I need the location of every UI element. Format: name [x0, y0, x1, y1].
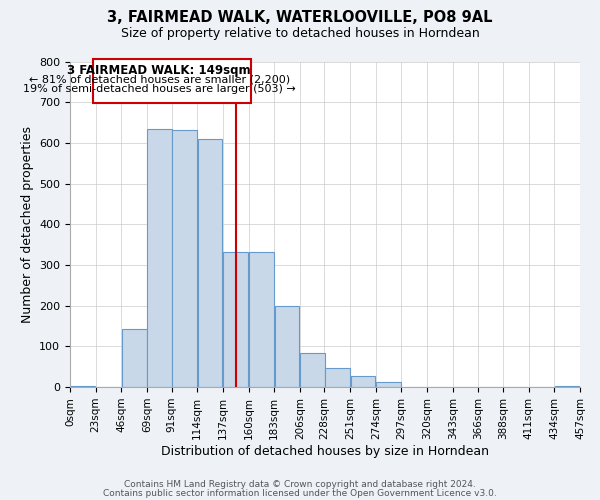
Text: Contains public sector information licensed under the Open Government Licence v3: Contains public sector information licen… — [103, 488, 497, 498]
Text: 3 FAIRMEAD WALK: 149sqm: 3 FAIRMEAD WALK: 149sqm — [67, 64, 251, 78]
X-axis label: Distribution of detached houses by size in Horndean: Distribution of detached houses by size … — [161, 444, 489, 458]
Bar — [376, 382, 401, 387]
Bar — [301, 354, 325, 387]
Bar — [148, 128, 172, 387]
Text: Size of property relative to detached houses in Horndean: Size of property relative to detached ho… — [121, 28, 479, 40]
Text: 3, FAIRMEAD WALK, WATERLOOVILLE, PO8 9AL: 3, FAIRMEAD WALK, WATERLOOVILLE, PO8 9AL — [107, 10, 493, 25]
FancyBboxPatch shape — [94, 58, 251, 103]
Bar — [325, 368, 350, 387]
Bar — [172, 130, 197, 387]
Bar — [223, 252, 248, 387]
Y-axis label: Number of detached properties: Number of detached properties — [20, 126, 34, 323]
Bar — [350, 376, 376, 387]
Bar — [555, 386, 580, 387]
Bar — [275, 306, 299, 387]
Bar — [249, 252, 274, 387]
Text: ← 81% of detached houses are smaller (2,200): ← 81% of detached houses are smaller (2,… — [29, 74, 290, 85]
Bar — [197, 139, 223, 387]
Text: 19% of semi-detached houses are larger (503) →: 19% of semi-detached houses are larger (… — [23, 84, 296, 94]
Bar — [122, 329, 146, 387]
Text: Contains HM Land Registry data © Crown copyright and database right 2024.: Contains HM Land Registry data © Crown c… — [124, 480, 476, 489]
Bar — [70, 386, 95, 387]
